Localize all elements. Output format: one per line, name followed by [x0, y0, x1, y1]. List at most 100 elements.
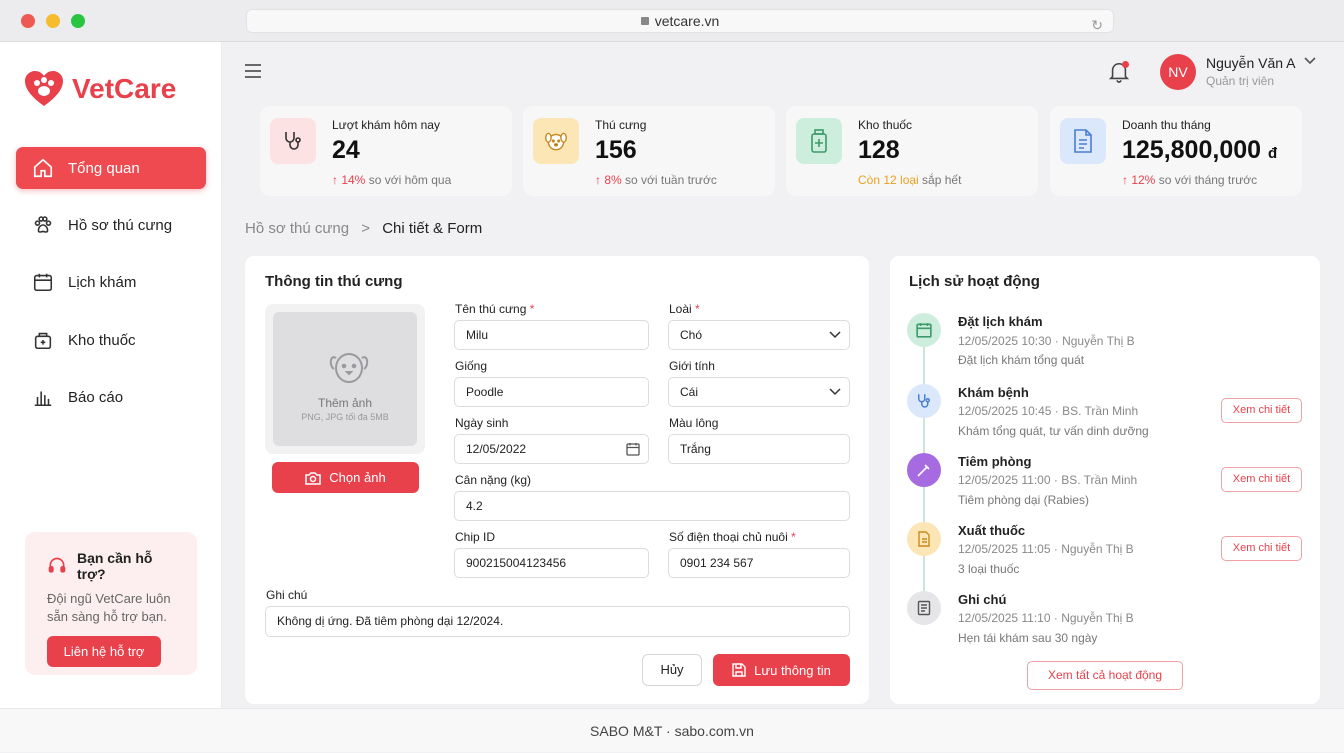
- sidebar-item-reports[interactable]: Báo cáo: [16, 376, 206, 418]
- sidebar-item-label: Tổng quan: [68, 159, 140, 177]
- activity-meta: 12/05/2025 11:05 · Nguyễn Thị B: [958, 542, 1134, 556]
- stat-delta: ↑ 12% so với tháng trước: [1122, 173, 1257, 187]
- sidebar-item-overview[interactable]: Tổng quan: [16, 147, 206, 189]
- dob-label: Ngày sinh: [455, 416, 509, 430]
- calendar-icon[interactable]: [626, 442, 640, 456]
- owner-phone-input[interactable]: 0901 234 567: [668, 548, 850, 578]
- stat-value: 128: [858, 136, 900, 164]
- owner-phone-label: Số điện thoại chủ nuôi *: [669, 530, 796, 544]
- stat-delta: Còn 12 loại sắp hết: [858, 173, 961, 187]
- view-detail-button[interactable]: Xem chi tiết: [1221, 398, 1302, 423]
- pet-name-label: Tên thú cưng *: [455, 302, 534, 316]
- choose-photo-button[interactable]: Chọn ảnh: [272, 462, 419, 493]
- user-role: Quản trị viên: [1206, 74, 1275, 88]
- stat-label: Lượt khám hôm nay: [332, 118, 440, 132]
- stat-icon-wrap: [796, 118, 842, 164]
- delta-value: ↑ 8%: [595, 173, 622, 187]
- sex-value: Cái: [680, 385, 699, 399]
- support-card: Bạn cần hỗ trợ? Đội ngũ VetCare luôn sẵn…: [25, 532, 197, 675]
- sidebar-item-pharmacy[interactable]: Kho thuốc: [16, 319, 206, 361]
- footer: SABO M&T · sabo.com.vn: [0, 708, 1344, 752]
- sidebar-item-appointments[interactable]: Lịch khám: [16, 261, 206, 303]
- chip-id-input[interactable]: 900215004123456: [454, 548, 649, 578]
- activity-title: Tiêm phòng: [958, 454, 1032, 469]
- cancel-button[interactable]: Hủy: [642, 654, 702, 686]
- save-button[interactable]: Lưu thông tin: [713, 654, 850, 686]
- coat-color-input[interactable]: Trắng: [668, 434, 850, 464]
- delta-note: so với hôm qua: [365, 173, 452, 187]
- support-text: Đội ngũ VetCare luôn sẵn sàng hỗ trợ bạn…: [47, 591, 171, 624]
- delta-value: ↑ 12%: [1122, 173, 1156, 187]
- close-window-button[interactable]: [21, 14, 35, 28]
- user-name[interactable]: Nguyễn Văn A: [1206, 55, 1296, 71]
- activity-history-panel: [889, 255, 1321, 705]
- bar-chart-icon: [34, 391, 52, 407]
- stat-icon-wrap: [533, 118, 579, 164]
- panel-title: Thông tin thú cưng: [265, 273, 403, 290]
- sidebar-item-label: Lịch khám: [68, 273, 137, 291]
- activity-meta: 12/05/2025 10:30 · Nguyễn Thị B: [958, 334, 1135, 348]
- stat-label: Thú cưng: [595, 118, 647, 132]
- delta-value: Còn 12 loại: [858, 173, 919, 187]
- breadcrumb: Hồ sơ thú cưng > Chi tiết & Form: [245, 220, 482, 237]
- breed-input[interactable]: Poodle: [454, 377, 649, 407]
- sidebar-item-pet-records[interactable]: Hồ sơ thú cưng: [16, 204, 206, 246]
- add-photo-label: Thêm ảnh: [317, 396, 373, 410]
- bell-icon[interactable]: [1108, 60, 1130, 84]
- url-text: vetcare.vn: [654, 13, 720, 29]
- breadcrumb-parent[interactable]: Hồ sơ thú cưng: [245, 220, 350, 237]
- stat-card-pets: Thú cưng 156 ↑ 8% so với tuần trước: [523, 106, 775, 196]
- maximize-window-button[interactable]: [71, 14, 85, 28]
- invoice-icon: [1074, 129, 1092, 153]
- calendar-icon: [916, 323, 932, 338]
- species-label: Loài *: [669, 302, 700, 316]
- stat-delta: ↑ 8% so với tuần trước: [595, 173, 717, 187]
- delta-note: so với tháng trước: [1155, 173, 1258, 187]
- weight-input[interactable]: 4.2: [454, 491, 850, 521]
- photo-upload-area[interactable]: Thêm ảnh PNG, JPG tối đa 5MB: [265, 304, 425, 454]
- logo[interactable]: VetCare: [24, 70, 176, 108]
- note-textarea[interactable]: Không dị ứng. Đã tiêm phòng dại 12/2024.: [265, 606, 850, 637]
- stat-card-pharmacy: Kho thuốc 128 Còn 12 loại sắp hết: [786, 106, 1038, 196]
- activity-desc: 3 loại thuốc: [958, 562, 1020, 576]
- dog-placeholder-icon: [329, 353, 369, 383]
- stat-value-number: 125,800,000: [1122, 136, 1262, 164]
- pet-name-input[interactable]: Milu: [454, 320, 649, 350]
- view-all-activity-button[interactable]: Xem tất cả hoạt động: [1027, 661, 1183, 690]
- address-bar[interactable]: vetcare.vn ↻: [246, 9, 1114, 33]
- stethoscope-icon: [285, 132, 301, 150]
- dob-input[interactable]: 12/05/2022: [454, 434, 649, 464]
- hamburger-menu-icon[interactable]: [244, 64, 262, 78]
- chevron-down-icon[interactable]: [1304, 57, 1316, 65]
- stat-card-visits-today: Lượt khám hôm nay 24 ↑ 14% so với hôm qu…: [260, 106, 512, 196]
- minimize-window-button[interactable]: [46, 14, 60, 28]
- timeline-node: [907, 384, 941, 418]
- panel-title: Lịch sử hoạt động: [909, 273, 1040, 290]
- contact-support-button[interactable]: Liên hệ hỗ trợ: [47, 636, 161, 667]
- stat-icon-wrap: [1060, 118, 1106, 164]
- avatar[interactable]: NV: [1160, 54, 1196, 90]
- dog-face-icon: [545, 132, 567, 151]
- stat-value: 24: [332, 136, 360, 164]
- delta-value: ↑ 14%: [332, 173, 366, 187]
- paw-icon: [34, 216, 52, 233]
- note-icon: [917, 600, 931, 616]
- stethoscope-icon: [918, 394, 930, 408]
- view-detail-button[interactable]: Xem chi tiết: [1221, 536, 1302, 561]
- chevron-down-icon: [829, 388, 841, 396]
- species-select[interactable]: Chó: [668, 320, 850, 350]
- stat-value: 125,800,000 đ: [1122, 136, 1277, 165]
- sex-label: Giới tính: [669, 359, 715, 373]
- activity-meta: 12/05/2025 10:45 · BS. Trần Minh: [958, 404, 1139, 418]
- delta-note: so với tuần trước: [621, 173, 717, 187]
- required-mark: *: [529, 302, 535, 316]
- stat-icon-wrap: [270, 118, 316, 164]
- breadcrumb-current: Chi tiết & Form: [382, 220, 483, 237]
- lock-icon: [640, 17, 649, 26]
- heart-paw-logo-icon: [25, 71, 63, 106]
- reload-icon[interactable]: ↻: [1091, 17, 1103, 33]
- photo-hint: PNG, JPG tối đa 5MB: [301, 412, 389, 422]
- sex-select[interactable]: Cái: [668, 377, 850, 407]
- view-detail-button[interactable]: Xem chi tiết: [1221, 467, 1302, 492]
- breed-label: Giống: [455, 359, 488, 373]
